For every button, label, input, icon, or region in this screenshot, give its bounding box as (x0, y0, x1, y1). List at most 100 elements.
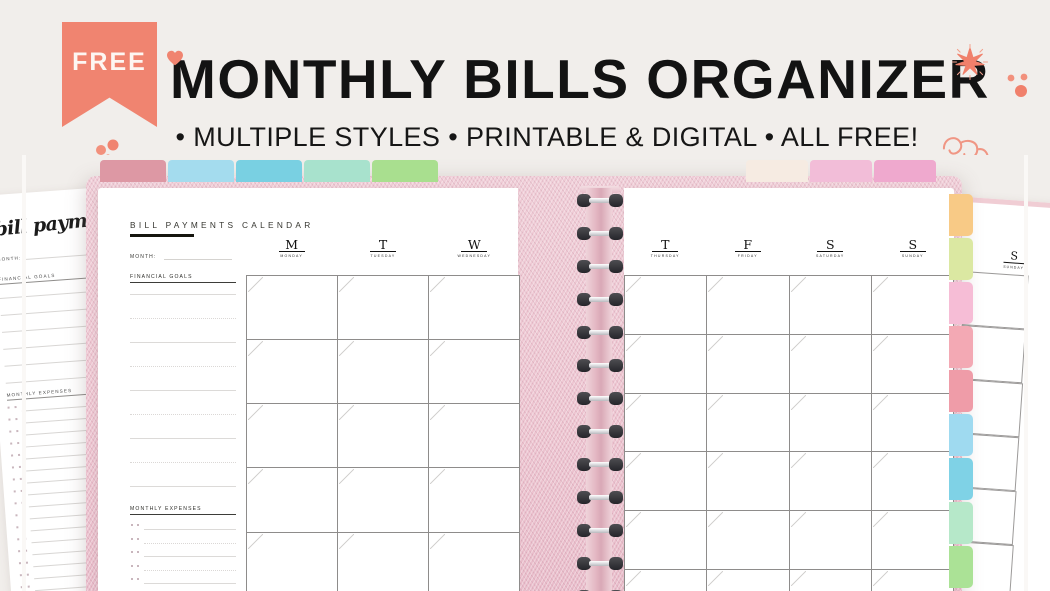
calendar-cell[interactable] (429, 532, 520, 591)
goal-line[interactable] (130, 486, 236, 487)
calendar-cell[interactable] (871, 393, 954, 453)
calendar-cell[interactable] (247, 532, 338, 591)
day-letter: S (908, 237, 918, 252)
day-header-tuesday: T TUESDAY (353, 238, 413, 258)
calendar-cell[interactable] (789, 393, 872, 453)
divider-tab-tab-rose[interactable] (100, 160, 166, 182)
day-underline (461, 251, 488, 253)
expense-paid-checkbox[interactable] (137, 551, 140, 554)
calendar-cell[interactable] (338, 468, 429, 533)
calendar-cell[interactable] (247, 340, 338, 405)
divider-tab-tab-teal[interactable] (236, 160, 302, 182)
calendar-cell[interactable] (338, 404, 429, 469)
goal-line[interactable] (130, 414, 236, 415)
ring-knob-left (577, 557, 591, 570)
dots-cluster-icon (96, 139, 119, 155)
calendar-cell[interactable] (789, 334, 872, 394)
expense-paid-checkbox[interactable] (137, 564, 140, 567)
calendar-cell[interactable] (789, 452, 872, 512)
calendar-cell[interactable] (625, 334, 708, 394)
goal-line[interactable] (130, 462, 236, 463)
expense-checkbox[interactable] (131, 537, 134, 540)
day-header-wednesday: W WEDNESDAY (444, 238, 504, 258)
calendar-cell[interactable] (871, 334, 954, 394)
divider-tab-tab-pink-light[interactable] (810, 160, 872, 182)
calendar-grid-left[interactable] (246, 275, 520, 591)
divider-tab-tab-rose[interactable] (949, 370, 973, 412)
calendar-cell[interactable] (789, 570, 872, 591)
divider-tab-tab-pink[interactable] (949, 282, 973, 324)
divider-tab-tab-mint[interactable] (949, 502, 973, 544)
expense-line[interactable] (144, 542, 236, 544)
expense-paid-checkbox[interactable] (137, 524, 140, 527)
divider-tab-tab-cyan[interactable] (949, 458, 973, 500)
goal-line[interactable] (130, 294, 236, 295)
calendar-cell[interactable] (338, 276, 429, 341)
expense-paid-checkbox[interactable] (137, 537, 140, 540)
calendar-cell[interactable] (429, 404, 520, 469)
calendar-cell[interactable] (247, 276, 338, 341)
divider-tab-tab-sky[interactable] (168, 160, 234, 182)
planner-page-right[interactable]: T THURSDAY F FRIDAY S SATURDAY S SUNDAY (624, 188, 954, 591)
page-title: BILL PAYMENTS CALENDAR (130, 220, 314, 230)
section-title-monthly-expenses: MONTHLY EXPENSES (130, 506, 202, 512)
goal-line[interactable] (130, 318, 236, 319)
calendar-cell[interactable] (338, 340, 429, 405)
calendar-cell[interactable] (871, 570, 954, 591)
divider-tab-tab-cream[interactable] (746, 160, 808, 182)
calendar-cell[interactable] (871, 452, 954, 512)
calendar-cell[interactable] (247, 468, 338, 533)
expense-checkbox[interactable] (131, 564, 134, 567)
expense-line[interactable] (144, 569, 236, 571)
calendar-cell[interactable] (707, 452, 790, 512)
goal-line[interactable] (130, 390, 236, 391)
divider-tab-tab-mint[interactable] (304, 160, 370, 182)
divider-tab-tab-orange[interactable] (949, 194, 973, 236)
calendar-cell[interactable] (429, 276, 520, 341)
day-name: TUESDAY (370, 254, 396, 259)
calendar-cell[interactable] (625, 393, 708, 453)
calendar-cell[interactable] (789, 511, 872, 571)
goal-line[interactable] (130, 438, 236, 439)
month-label: MONTH: (130, 254, 157, 260)
calendar-cell[interactable] (625, 452, 708, 512)
day-underline (899, 251, 926, 253)
calendar-cell[interactable] (707, 511, 790, 571)
calendar-cell[interactable] (338, 532, 429, 591)
expense-checkbox[interactable] (131, 578, 134, 581)
day-name: WEDNESDAY (457, 254, 492, 259)
planner-spread[interactable]: BILL PAYMENTS CALENDAR MONTH: FINANCIAL … (86, 160, 973, 591)
calendar-cell[interactable] (625, 511, 708, 571)
divider-tab-tab-sky[interactable] (949, 414, 973, 456)
expense-line[interactable] (144, 529, 236, 530)
calendar-cell[interactable] (429, 340, 520, 405)
calendar-cell[interactable] (429, 468, 520, 533)
calendar-cell[interactable] (625, 276, 708, 335)
month-input[interactable] (164, 259, 232, 260)
divider-tab-tab-green[interactable] (372, 160, 438, 182)
calendar-grid-right[interactable] (624, 275, 954, 591)
planner-page-left[interactable]: BILL PAYMENTS CALENDAR MONTH: FINANCIAL … (98, 188, 520, 591)
divider-tab-tab-lime[interactable] (949, 238, 973, 280)
divider-tab-tab-blush[interactable] (949, 326, 973, 368)
calendar-cell[interactable] (247, 404, 338, 469)
divider-tab-tab-pink[interactable] (874, 160, 936, 182)
background-rule (0, 290, 100, 299)
calendar-cell[interactable] (871, 511, 954, 571)
goal-line[interactable] (130, 366, 236, 367)
calendar-cell[interactable] (707, 276, 790, 335)
calendar-cell[interactable] (707, 334, 790, 394)
calendar-cell[interactable] (871, 276, 954, 335)
expense-line[interactable] (144, 556, 236, 557)
calendar-cell[interactable] (707, 393, 790, 453)
calendar-cell[interactable] (707, 570, 790, 591)
expense-paid-checkbox[interactable] (137, 578, 140, 581)
calendar-cell[interactable] (789, 276, 872, 335)
calendar-cell[interactable] (625, 570, 708, 591)
expense-checkbox[interactable] (131, 524, 134, 527)
expense-checkbox[interactable] (131, 551, 134, 554)
goal-line[interactable] (130, 342, 236, 343)
divider-tab-tab-green[interactable] (949, 546, 973, 588)
expense-line[interactable] (144, 583, 236, 584)
